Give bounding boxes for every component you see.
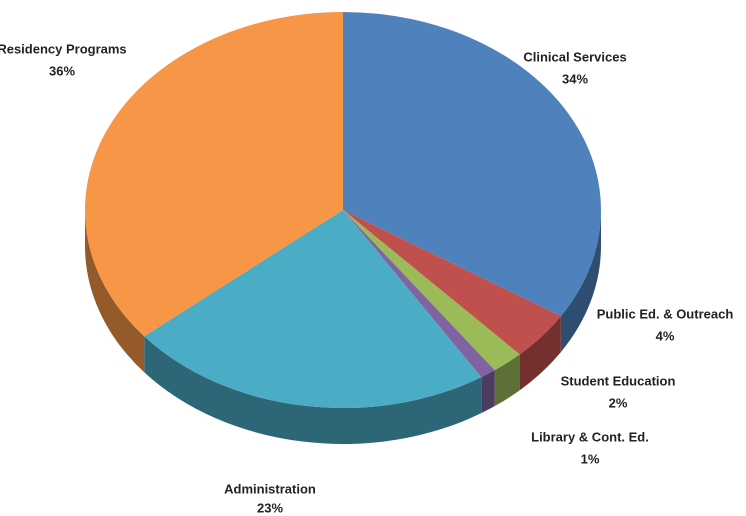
slice-value-label: 34% (562, 71, 588, 86)
slice (343, 210, 561, 355)
slice (343, 210, 495, 378)
slice-label: Public Ed. & Outreach (597, 306, 734, 321)
slice-label: Library & Cont. Ed. (531, 429, 649, 444)
slice-label: Residency Programs (0, 41, 127, 56)
slice-label: Student Education (561, 373, 676, 388)
slice-value-label: 1% (581, 451, 600, 466)
slice-side (481, 370, 495, 414)
slice-side (494, 354, 520, 407)
slice-value-label: 2% (609, 395, 628, 410)
slice-side (85, 210, 145, 373)
slice-label: Administration (224, 481, 316, 496)
slice (85, 12, 343, 337)
slice-value-label: 36% (49, 63, 75, 78)
slice (343, 210, 520, 371)
slice-label: Clinical Services (523, 49, 626, 64)
slice-value-label: 4% (656, 328, 675, 343)
slice-side (144, 336, 482, 444)
slice-value-label: 23% (257, 500, 283, 515)
slice-side (519, 316, 561, 391)
slice (343, 12, 601, 317)
slice-side (560, 210, 601, 353)
slice (144, 210, 482, 409)
